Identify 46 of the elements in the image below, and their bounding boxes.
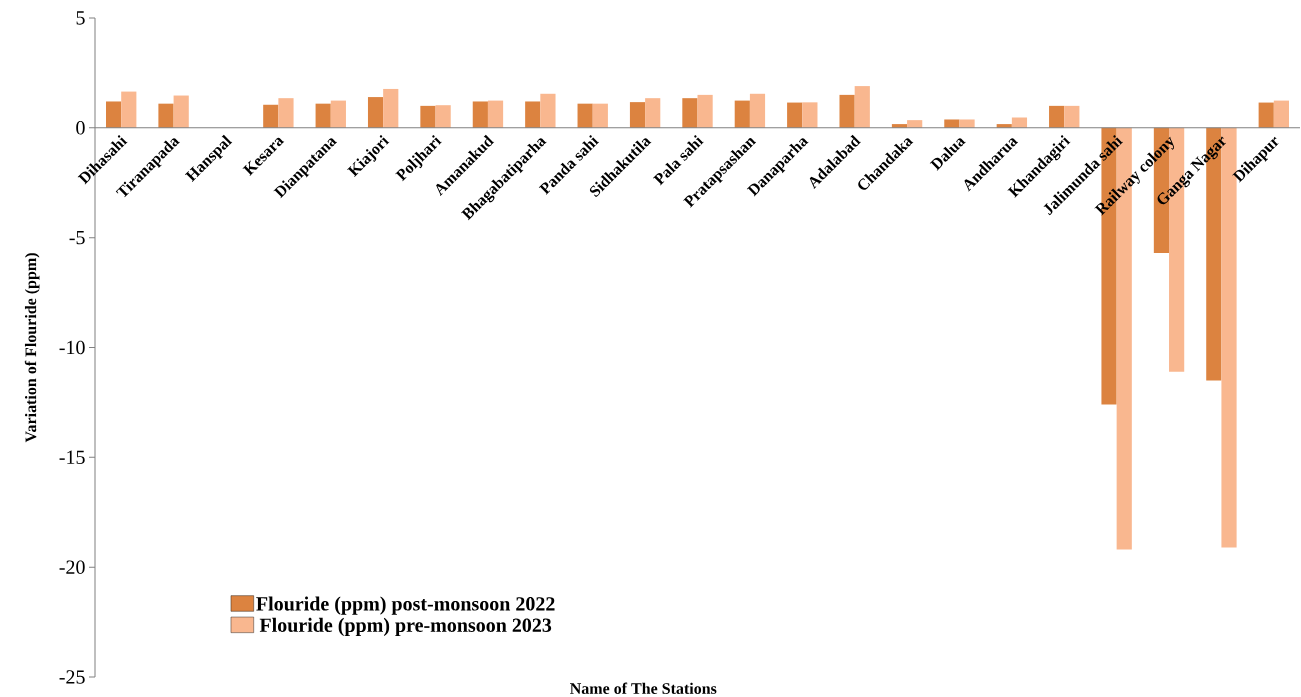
bar [158,103,174,128]
bar [487,100,504,128]
bar [682,98,698,128]
bar [907,120,923,128]
bar [330,100,346,128]
bar [525,101,541,128]
y-tick-label: 5 [76,11,85,25]
bar [472,101,488,128]
bar [1049,105,1065,128]
bar [383,88,399,128]
bar [645,98,661,128]
bar [1258,102,1274,128]
bar [367,96,384,128]
bar [540,93,556,128]
x-axis-title: Name of The Stations [570,682,717,694]
bar [592,103,608,128]
bar [1064,105,1080,128]
y-tick-label: -25 [59,670,85,684]
bar [629,101,646,128]
bar [106,101,122,128]
bar [420,105,436,128]
bar [802,102,818,128]
bar [839,94,855,128]
bar [944,119,960,128]
bar [787,102,803,128]
bar [263,104,279,128]
bar [1273,100,1289,128]
y-tick-label: -5 [69,230,85,245]
bar [749,93,766,128]
bar [734,100,750,128]
bar [697,94,713,128]
bar [435,105,451,128]
y-tick-label: -15 [59,450,85,464]
y-axis-title: Variation of Flouride (ppm) [24,253,40,443]
bar [959,119,975,128]
legend-label: Flouride (ppm) pre-monsoon 2023 [259,617,552,636]
bar [121,91,137,128]
bar [854,85,870,128]
bar [278,98,294,128]
bar [173,95,189,128]
bar [577,103,593,128]
bar [315,103,331,128]
y-tick-label: 0 [76,120,85,135]
legend-label: Flouride (ppm) post-monsoon 2022 [256,596,555,615]
y-tick-label: -20 [59,560,85,574]
y-tick-label: -10 [59,340,85,355]
